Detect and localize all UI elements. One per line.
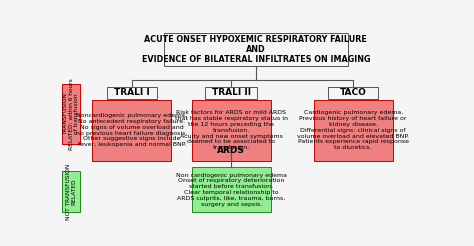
FancyBboxPatch shape bbox=[164, 33, 347, 66]
Text: Cardiogenic pulmonary edema.
Previous history of heart failure or
kidney disease: Cardiogenic pulmonary edema. Previous hi… bbox=[297, 110, 409, 150]
Text: Noncardiogenic pulmonary edema.
No antecedent respiratory failure.
No signs of v: Noncardiogenic pulmonary edema. No antec… bbox=[76, 113, 188, 147]
Text: TRALI II: TRALI II bbox=[211, 89, 251, 97]
FancyBboxPatch shape bbox=[328, 87, 378, 99]
FancyBboxPatch shape bbox=[62, 171, 80, 212]
Text: Risk factors for ARDS or mild ARDS
that has stable respiratory status in
the 12 : Risk factors for ARDS or mild ARDS that … bbox=[175, 110, 288, 150]
Text: TRANSFUSION
RELATED: within 6 hours
of transfusion: TRANSFUSION RELATED: within 6 hours of t… bbox=[63, 78, 79, 150]
Text: NOT TRANSFUSION
RELATED: NOT TRANSFUSION RELATED bbox=[65, 163, 76, 220]
FancyBboxPatch shape bbox=[92, 100, 172, 161]
FancyBboxPatch shape bbox=[205, 87, 257, 99]
FancyBboxPatch shape bbox=[191, 100, 271, 161]
Text: TRALI I: TRALI I bbox=[114, 89, 150, 97]
FancyBboxPatch shape bbox=[62, 83, 80, 144]
Text: Non cardiogenic pulmonary edema
Onset of respiratory deterioration
started befor: Non cardiogenic pulmonary edema Onset of… bbox=[176, 173, 287, 207]
Text: ACUTE ONSET HYPOXEMIC RESPIRATORY FAILURE
AND
EVIDENCE OF BILATERAL INFILTRATES : ACUTE ONSET HYPOXEMIC RESPIRATORY FAILUR… bbox=[142, 34, 370, 64]
Text: TACO: TACO bbox=[340, 89, 366, 97]
FancyBboxPatch shape bbox=[107, 87, 157, 99]
FancyBboxPatch shape bbox=[214, 146, 249, 156]
FancyBboxPatch shape bbox=[191, 167, 271, 212]
Text: ARDS: ARDS bbox=[217, 146, 245, 155]
FancyBboxPatch shape bbox=[314, 100, 392, 161]
